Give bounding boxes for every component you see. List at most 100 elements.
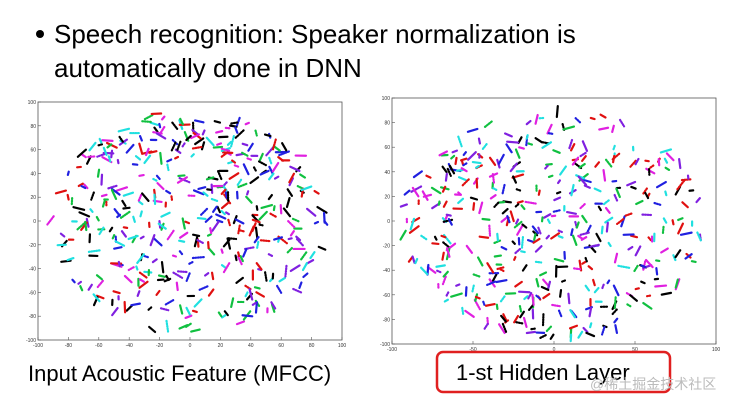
scatter-stroke [87,283,93,291]
scatter-stroke [594,161,601,168]
x-tick-label: 0 [189,343,192,349]
scatter-stroke [267,193,274,201]
scatter-stroke [671,219,675,226]
scatter-stroke [569,143,576,152]
scatter-stroke [302,272,309,279]
scatter-stroke [242,163,250,176]
scatter-stroke [410,185,423,193]
scatter-stroke [481,143,488,151]
scatter-stroke [659,148,673,154]
scatter-stroke [640,280,646,285]
scatter-stroke [533,233,537,242]
scatter-stroke [488,224,492,237]
scatter-stroke [54,189,68,195]
scatter-stroke [437,200,441,206]
scatter-stroke [215,130,224,134]
y-tick-label: 100 [28,100,37,106]
scatter-stroke [475,177,479,189]
scatter-stroke [269,212,278,219]
scatter-stroke [102,146,108,156]
scatter-stroke [501,322,508,334]
scatter-stroke [488,156,497,167]
scatter-stroke [541,141,553,149]
scatter-stroke [544,325,553,334]
y-tick-label: -20 [29,243,36,249]
bullet-line: automatically done in DNN [54,53,362,83]
scatter-stroke [526,239,535,243]
scatter-stroke [123,274,133,284]
y-tick-label: 80 [30,124,36,130]
scatter-stroke [412,170,423,179]
scatter-stroke [644,191,650,200]
scatter-stroke [106,143,113,149]
scatter-stroke [138,134,143,142]
scatter-stroke [217,311,223,318]
scatter-stroke [399,229,407,241]
scatter-stroke [253,236,260,244]
scatter-stroke [125,304,134,312]
scatter-stroke [516,224,524,236]
scatter-stroke [664,166,671,171]
scatter-stroke [246,157,253,161]
scatter-stroke [242,247,248,258]
scatter-stroke [100,173,104,186]
scatter-stroke [205,136,215,147]
scatter-stroke [254,226,259,240]
scatter-stroke [178,177,191,184]
scatter-stroke [556,179,561,185]
scatter-stroke [153,193,157,206]
scatter-stroke [158,122,162,129]
scatter-stroke [322,211,326,224]
scatter-stroke [684,253,693,260]
scatter-stroke [237,224,241,235]
plot: -100 -80 -60 -40 -20 0 20 40 60 80 100 -100 -80 -60 -4… [26,100,346,349]
scatter-stroke [634,157,640,166]
scatter-stroke [138,173,145,177]
scatter-stroke [567,138,574,151]
scatter-stroke [149,121,159,126]
scatter-stroke [467,151,477,161]
scatter-stroke [216,170,223,181]
scatter-stroke [249,176,260,185]
scatter-stroke [521,223,528,229]
x-tick-label: 40 [248,343,254,349]
scatter-stroke [515,188,523,193]
scatter-stroke [613,193,619,202]
scatter-stroke [179,117,184,126]
scatter-stroke [592,278,596,287]
scatter-stroke [166,229,175,241]
scatter-stroke [501,207,509,215]
scatter-stroke [313,220,320,225]
scatter-stroke [119,210,131,219]
scatter-stroke [442,241,451,249]
scatter-stroke [176,176,188,184]
scatter-stroke [665,152,675,162]
scatter-stroke [90,191,95,201]
scatter-stroke [76,221,87,231]
y-tick-label: 60 [30,148,36,154]
x-tick-label: -20 [156,343,163,349]
scatter-stroke [451,149,459,154]
scatter-stroke [190,145,203,150]
scatter-stroke [289,264,301,273]
scatter-stroke [662,217,668,224]
scatter-stroke [66,256,75,262]
scatter-stroke [255,240,260,250]
scatter-stroke [204,272,210,277]
scatter-stroke [540,285,550,291]
scatter-stroke [181,217,186,230]
scatter-stroke [223,310,229,317]
scatter-stroke [403,189,411,196]
scatter-stroke [598,126,610,131]
scatter-stroke [136,290,141,297]
x-tick-label: 80 [309,343,315,349]
scatter-stroke [551,209,561,214]
scatter-stroke [236,178,243,187]
scatter-stroke [235,320,246,326]
scatter-stroke [457,197,465,205]
x-tick-label: 0 [553,347,556,353]
scatter-stroke [441,275,447,286]
scatter-stroke [513,255,517,261]
scatter-stroke [557,235,564,239]
scatter-stroke [80,184,87,190]
